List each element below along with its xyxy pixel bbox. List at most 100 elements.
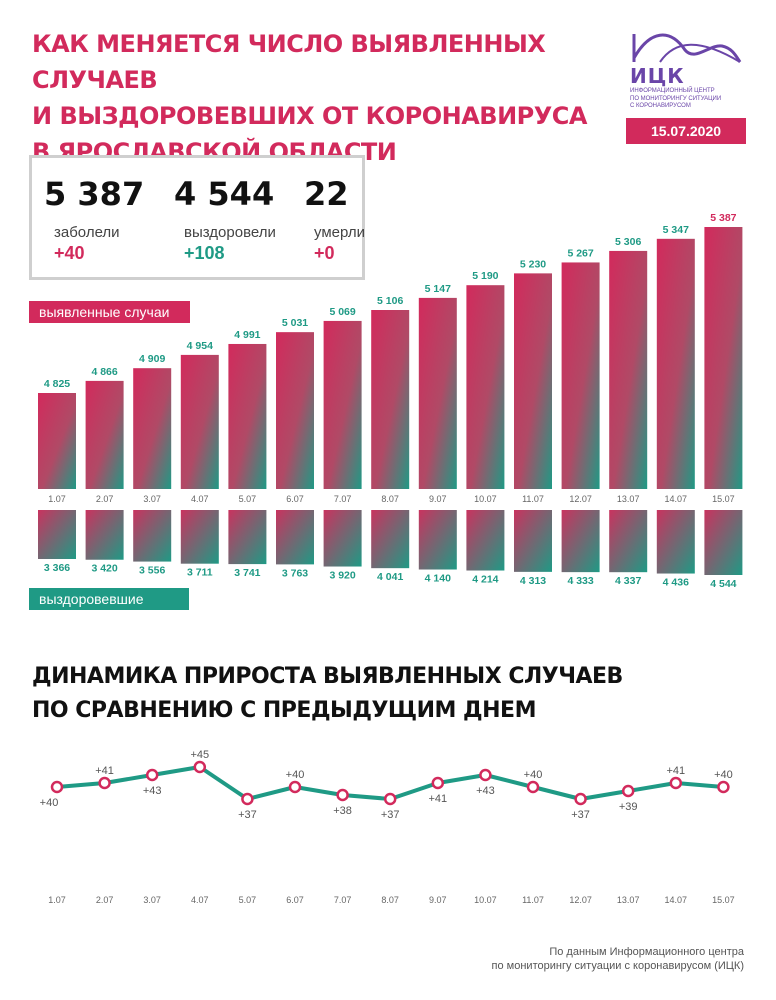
recovered-value-label: 4 140: [425, 573, 451, 585]
increment-value-label: +38: [333, 805, 352, 817]
increment-date-label: 14.07: [665, 895, 688, 905]
recovered-bar: [466, 510, 505, 571]
recovered-bar-chart: 3 366 3 420 3 556 3 711 3 741 3 763 3 920 4 041…: [38, 510, 743, 590]
cases-date-label: 9.07: [429, 494, 447, 504]
increment-date-label: 8.07: [381, 895, 399, 905]
cases-bar: [228, 343, 267, 489]
increment-date-label: 4.07: [191, 895, 209, 905]
recovered-value-label: 4 214: [472, 574, 498, 586]
increment-value-label: +41: [428, 793, 447, 805]
stat-delta: +108: [184, 243, 225, 263]
cases-bar: [276, 332, 314, 489]
recovered-bar: [371, 510, 410, 569]
cases-value-label: 4 954: [187, 340, 213, 352]
increment-date-label: 15.07: [712, 895, 735, 905]
increment-value-label: +40: [286, 769, 305, 781]
cases-bar: [609, 250, 648, 489]
increment-value-label: +40: [524, 769, 543, 781]
increment-point: [336, 788, 349, 802]
cases-date-label: 7.07: [334, 494, 352, 504]
recovered-bar: [609, 510, 648, 573]
cases-date-label: 15.07: [712, 494, 735, 504]
recovered-bar: [656, 510, 695, 574]
recovered-bar: [704, 510, 743, 575]
increment-date-label: 10.07: [474, 895, 497, 905]
increment-value-label: +41: [666, 765, 685, 777]
cases-date-label: 8.07: [381, 494, 399, 504]
cases-date-label: 3.07: [143, 494, 161, 504]
recovered-value-label: 3 420: [91, 563, 117, 575]
cases-date-label: 12.07: [569, 494, 592, 504]
logo-name: ИЦК: [630, 64, 685, 88]
cases-value-label: 5 387: [710, 212, 736, 224]
cases-bar: [38, 393, 76, 489]
recovered-legend-pill: выздоровевшие: [29, 588, 189, 610]
logo-subtitle-line: с коронавирусом: [630, 103, 691, 109]
cases-bar: [85, 380, 124, 489]
recovered-bar: [85, 510, 124, 560]
cases-date-label: 4.07: [191, 494, 209, 504]
recovered-value-label: 3 763: [282, 567, 308, 579]
cases-bar: [180, 354, 219, 489]
increment-date-label: 9.07: [429, 895, 447, 905]
recovered-value-label: 3 920: [329, 570, 355, 582]
title-line: КАК МЕНЯЕТСЯ ЧИСЛО ВЫЯВЛЕННЫХ СЛУЧАЕВ: [32, 30, 546, 94]
cases-date-label: 13.07: [617, 494, 640, 504]
cases-date-label: 14.07: [665, 494, 688, 504]
recovered-bar: [228, 510, 267, 565]
increment-point: [526, 780, 540, 794]
increment-value-label: +43: [476, 785, 495, 797]
stat-value: 22: [304, 175, 349, 213]
increment-point: [288, 780, 302, 794]
increment-date-label: 2.07: [96, 895, 114, 905]
stat-value: 5 387: [44, 175, 145, 213]
stat-delta: +0: [314, 243, 335, 263]
increment-point: [145, 768, 159, 782]
recovered-bar: [561, 510, 600, 573]
cases-bar: [418, 297, 457, 489]
increment-point: [50, 780, 64, 794]
cases-bar-chart: 4 825 1.07 4 866 2.07 4 909 3.07 4 954 4.07 4 99…: [38, 212, 743, 504]
recovered-value-label: 4 313: [520, 575, 546, 587]
stat-label: заболели: [54, 224, 120, 241]
recovered-bar: [418, 510, 457, 570]
increment-point: [98, 776, 111, 790]
recovered-value-label: 4 436: [663, 577, 689, 589]
cases-legend-pill: выявленные случаи: [29, 301, 190, 323]
recovered-bar: [514, 510, 552, 572]
increment-date-label: 3.07: [143, 895, 161, 905]
logo-subtitle-line: Информационный центр: [630, 88, 715, 94]
cases-bar: [514, 273, 552, 489]
summary-box: 5 387 заболели +40 4 544 выздоровели +10…: [29, 155, 365, 280]
increment-date-label: 7.07: [334, 895, 352, 905]
recovered-value-label: 3 366: [44, 562, 70, 574]
cases-bar: [561, 262, 600, 489]
increment-date-label: 5.07: [239, 895, 257, 905]
increment-value-label: +41: [95, 765, 114, 777]
stat-recovered: 4 544 выздоровели +108: [174, 176, 276, 264]
increment-value-label: +37: [571, 809, 590, 821]
cases-value-label: 5 230: [520, 258, 546, 270]
page-title: КАК МЕНЯЕТСЯ ЧИСЛО ВЫЯВЛЕННЫХ СЛУЧАЕВ И …: [32, 26, 592, 170]
cases-value-label: 5 147: [425, 283, 451, 295]
cases-value-label: 5 106: [377, 295, 403, 307]
cases-date-label: 5.07: [239, 494, 257, 504]
subtitle-line: ДИНАМИКА ПРИРОСТА ВЫЯВЛЕННЫХ СЛУЧАЕВ: [32, 664, 623, 689]
title-line: И ВЫЗДОРОВЕВШИХ ОТ КОРОНАВИРУСА: [32, 102, 587, 130]
subtitle-line: ПО СРАВНЕНИЮ С ПРЕДЫДУЩИМ ДНЕМ: [32, 698, 536, 723]
increment-value-label: +37: [238, 809, 257, 821]
increment-date-label: 12.07: [569, 895, 592, 905]
cases-date-label: 1.07: [48, 494, 66, 504]
stat-deaths: 22 умерли +0: [304, 176, 365, 264]
logo-subtitle-line: по мониторингу ситуации: [630, 95, 722, 102]
cases-value-label: 4 991: [234, 329, 260, 341]
increment-value-label: +45: [190, 749, 209, 761]
recovered-value-label: 4 333: [567, 575, 593, 587]
increment-point: [431, 776, 445, 790]
increment-point: [717, 780, 730, 794]
logo-wave-icon: [632, 33, 742, 63]
cases-date-label: 10.07: [474, 494, 497, 504]
stat-infected: 5 387 заболели +40: [44, 176, 144, 264]
cases-value-label: 5 267: [567, 247, 593, 259]
